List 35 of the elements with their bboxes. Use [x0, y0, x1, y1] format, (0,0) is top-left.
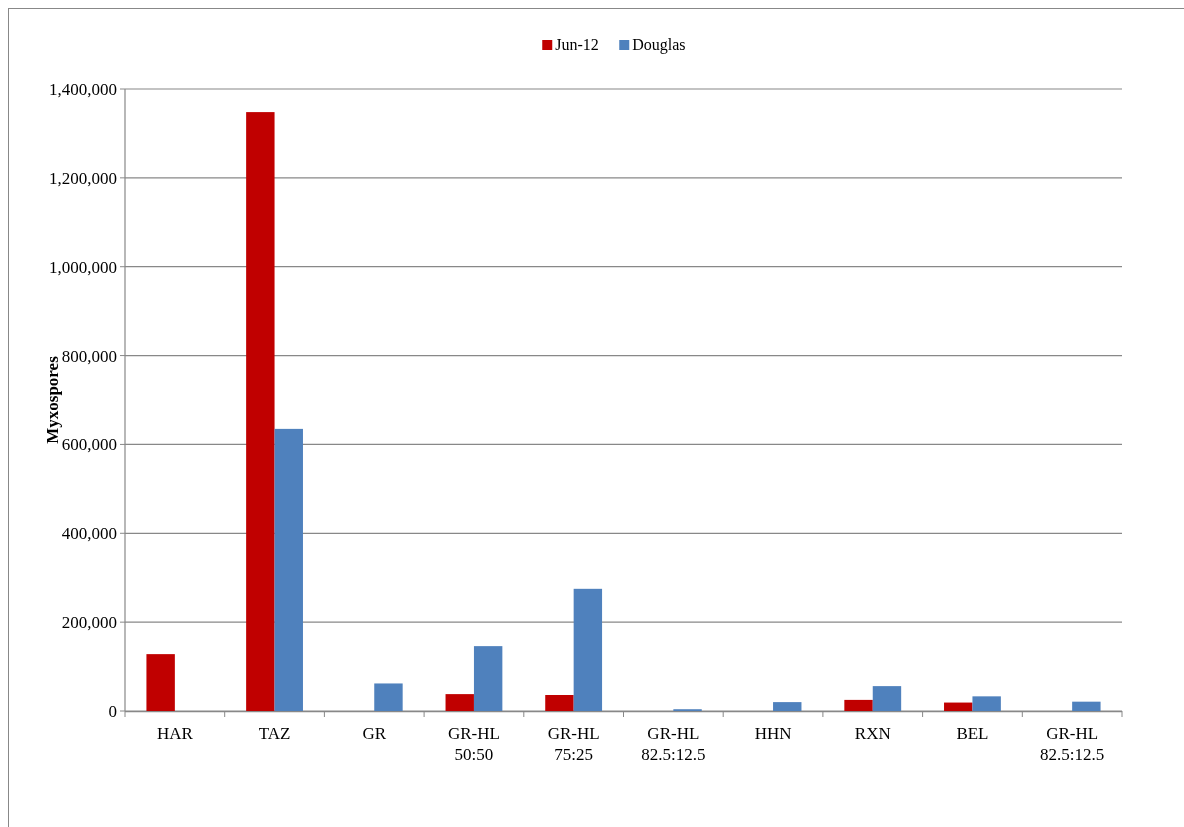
bar — [374, 683, 403, 711]
bar — [844, 699, 873, 711]
bar — [773, 702, 802, 711]
bar — [445, 694, 474, 711]
x-tick-label: GR-HL 82.5:12.5 — [641, 724, 706, 764]
bar — [972, 696, 1001, 711]
y-tick-label: 400,000 — [61, 524, 117, 544]
bar — [473, 646, 503, 711]
x-tick-label: GR-HL 75:25 — [547, 724, 600, 764]
y-tick-label: 1,000,000 — [49, 257, 117, 277]
bar — [872, 686, 902, 711]
legend-label: Douglas — [632, 36, 686, 54]
bar — [1072, 701, 1101, 711]
bar — [573, 588, 603, 711]
bar — [944, 702, 973, 711]
y-tick-label: 800,000 — [61, 346, 117, 366]
y-tick-label: 200,000 — [61, 613, 117, 633]
bar — [246, 112, 275, 711]
y-tick-label: 600,000 — [61, 435, 117, 455]
bar — [545, 695, 574, 711]
y-tick-label: 0 — [108, 701, 117, 721]
bar — [274, 428, 303, 711]
y-tick-label: 1,400,000 — [49, 79, 117, 99]
x-tick-label: GR-HL 82.5:12.5 — [1040, 724, 1105, 764]
bar — [146, 654, 175, 711]
x-tick-label: GR-HL 50:50 — [447, 724, 500, 764]
y-axis-title: Myxospores — [43, 355, 62, 444]
legend-label: Jun-12 — [555, 36, 599, 53]
y-tick-label: 1,200,000 — [49, 168, 117, 188]
x-tick-label: BEL — [956, 724, 989, 743]
x-tick-label: RXN — [854, 724, 891, 743]
x-tick-label: HHN — [754, 724, 792, 743]
x-tick-label: HAR — [156, 724, 194, 743]
x-tick-label: TAZ — [258, 724, 291, 743]
x-tick-label: GR — [362, 724, 387, 743]
